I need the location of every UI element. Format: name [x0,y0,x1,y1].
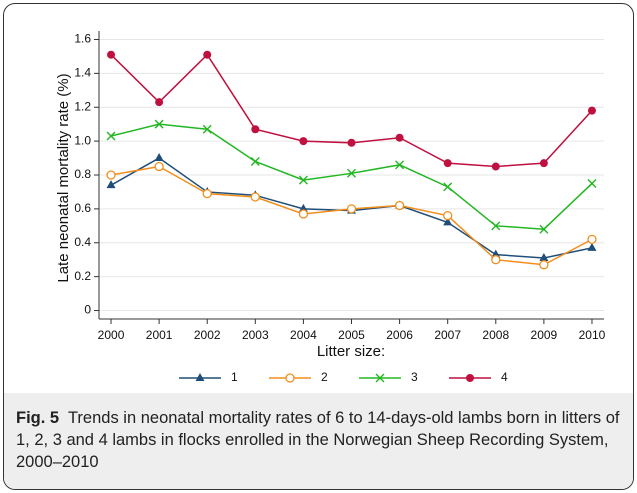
marker [443,211,453,221]
legend-label: 3 [411,370,418,384]
y-tick-label: 0 [84,303,91,317]
y-tick-label: 0.4 [74,235,91,249]
marker [587,234,597,245]
series-line [110,53,593,168]
marker [250,192,260,202]
chart: Late neonatal mortality rate (%) Litter … [55,31,606,384]
y-tick-label: 1.4 [74,66,91,80]
marker [587,106,596,115]
figure-frame: Late neonatal mortality rate (%) Litter … [3,3,634,490]
marker [587,242,597,251]
marker [443,159,452,168]
y-tick-label: 1.0 [74,133,91,147]
legend-label: 4 [501,370,508,384]
y-tick-label: 0.2 [74,269,91,283]
x-tick-label: 2002 [194,328,221,342]
y-tick-label: 1.2 [74,99,91,113]
legend-marker [375,373,385,383]
marker [491,221,501,231]
x-tick-label: 2000 [98,328,125,342]
marker [298,175,308,185]
y-tick-label: 0.6 [74,201,91,215]
marker [587,178,597,188]
marker [346,204,357,214]
marker [107,50,116,59]
marker [394,200,405,211]
marker [491,162,500,171]
y-tick-label: 1.6 [74,32,91,46]
marker [202,124,212,134]
marker [154,161,164,172]
marker [250,156,260,166]
marker [106,170,116,180]
series-line [110,165,593,266]
marker [443,182,453,192]
caption: Fig. 5 Trends in neonatal mortality rate… [4,393,633,489]
marker [539,224,549,234]
marker [443,217,453,226]
legend-marker [285,373,295,383]
caption-label: Fig. 5 [16,409,60,427]
marker [347,138,356,147]
marker [298,203,308,212]
y-axis-label: Late neonatal mortality rate (%) [55,73,72,282]
marker [106,131,116,141]
marker [491,249,501,258]
x-tick-label: 2003 [242,328,269,342]
x-tick-label: 2009 [531,328,558,342]
x-axis-label: Litter size: [317,343,385,360]
legend-marker [466,374,474,382]
marker [202,188,212,199]
marker [154,153,164,162]
marker [251,125,260,134]
caption-text: Trends in neonatal mortality rates of 6 … [16,409,620,471]
marker [539,260,549,270]
marker [299,137,308,146]
x-tick-label: 2006 [386,328,413,342]
y-tick-label: 0.8 [74,167,91,181]
marker [155,98,164,107]
marker [298,209,309,219]
x-tick-label: 2007 [434,328,461,342]
marker [203,50,212,59]
x-tick-label: 2010 [579,328,606,342]
marker [539,253,549,262]
marker [347,168,356,178]
marker [491,255,501,265]
legend-label: 2 [321,370,328,384]
x-tick-label: 2008 [482,328,509,342]
marker [395,133,404,142]
marker [154,119,164,129]
x-tick-label: 2005 [338,328,365,342]
marker [395,160,405,170]
legend-marker [195,373,205,381]
marker [106,180,116,189]
x-tick-label: 2004 [290,328,317,342]
legend-label: 1 [231,370,238,384]
marker [539,159,548,168]
x-tick-label: 2001 [146,328,173,342]
